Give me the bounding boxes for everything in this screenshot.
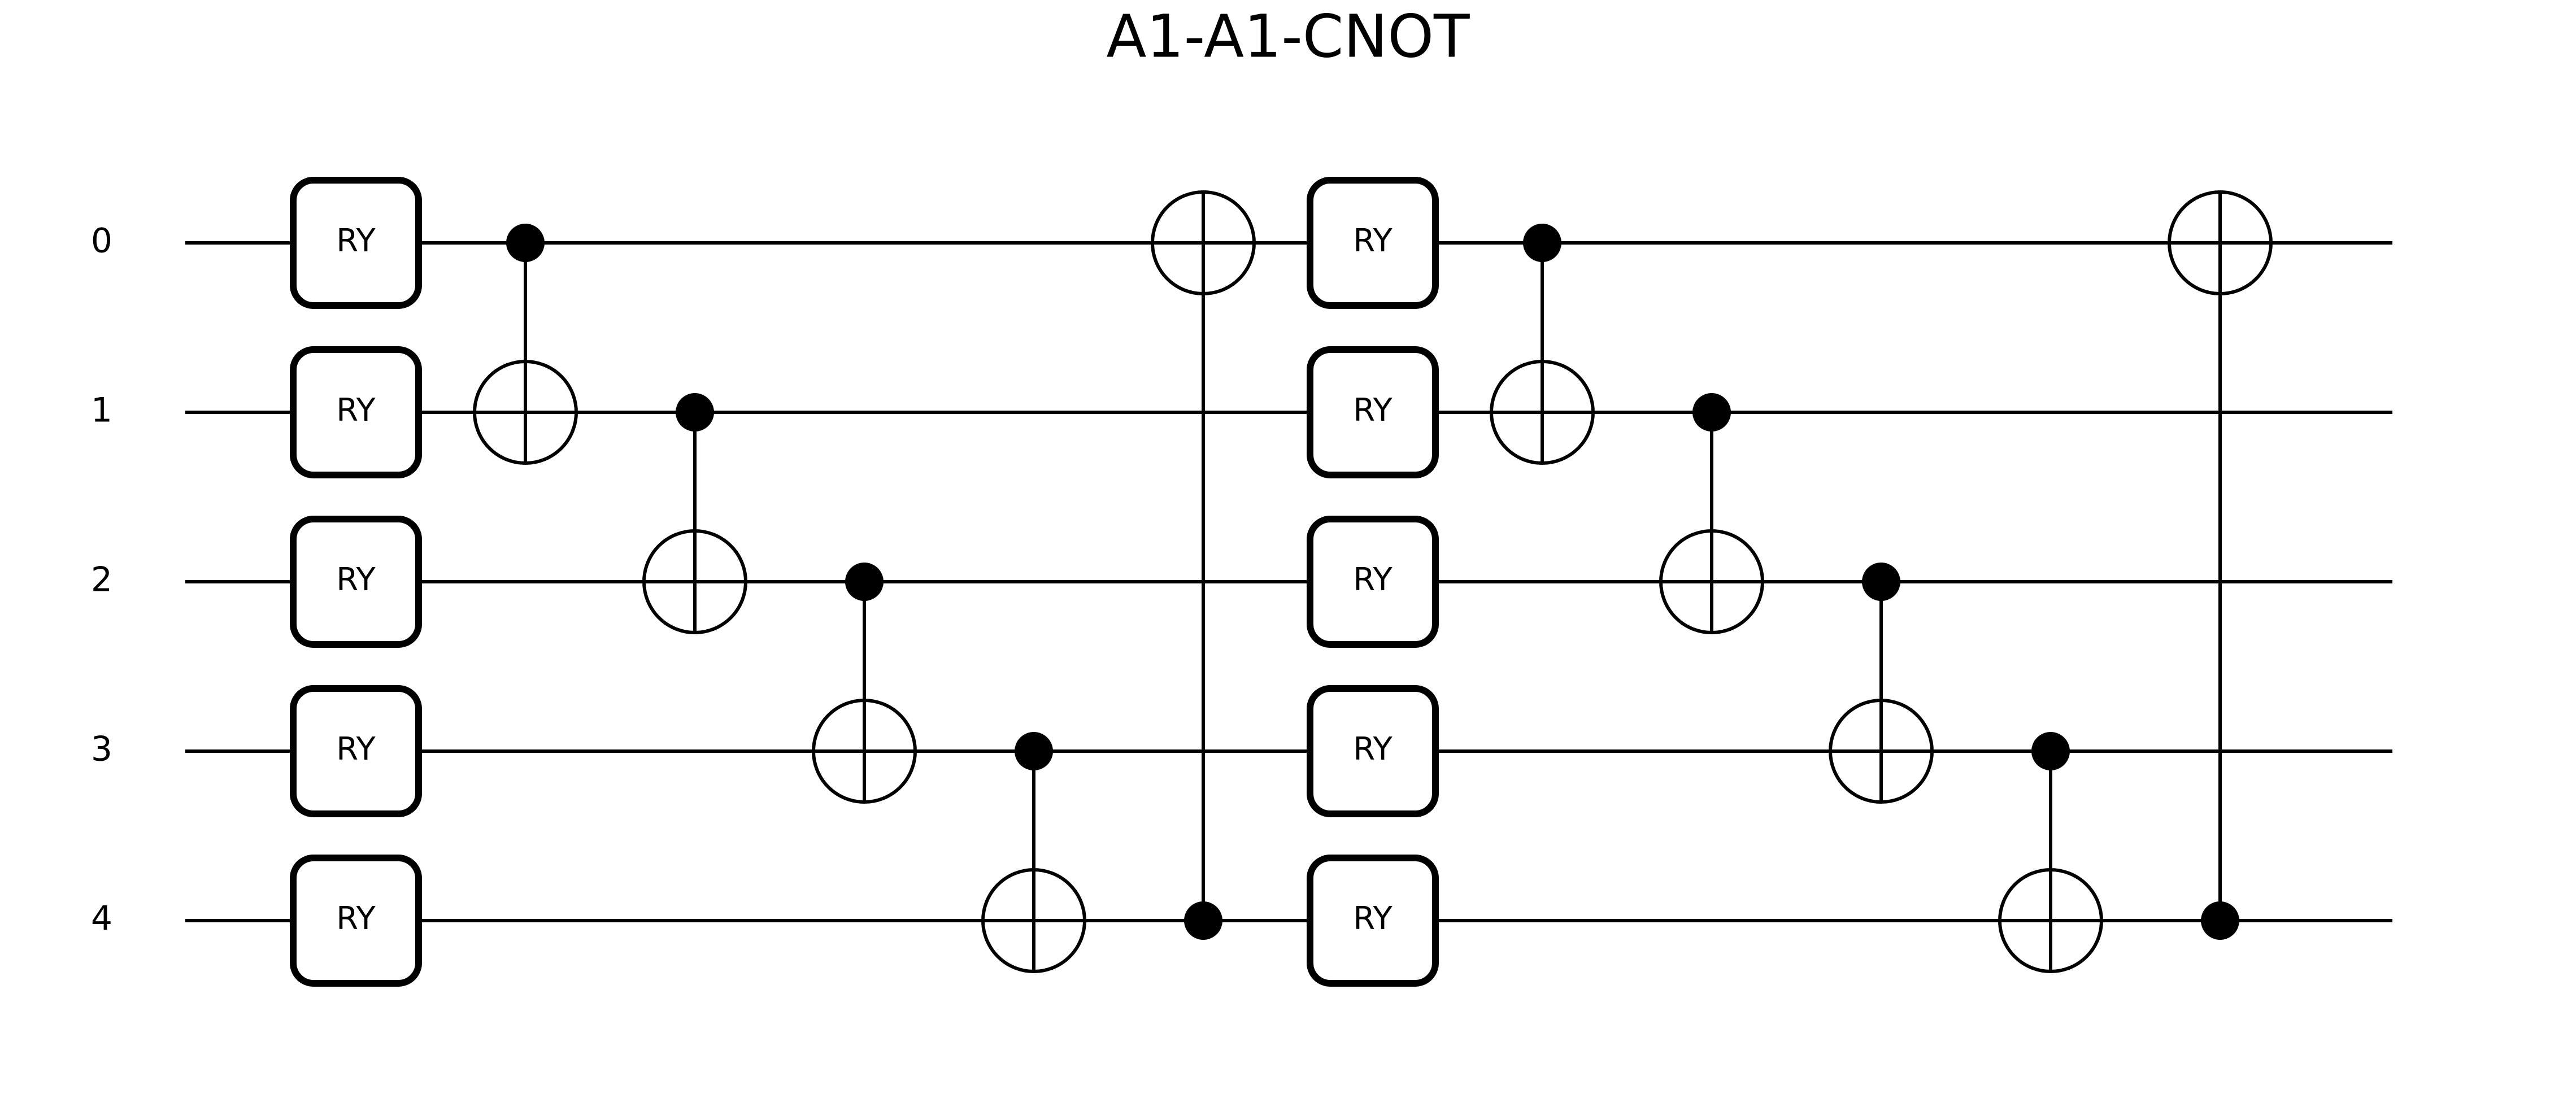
cnot-gate — [1490, 224, 1595, 465]
ry-gate: RY — [1307, 855, 1439, 987]
ry-gate-label: RY — [336, 731, 376, 768]
ry-gate-box — [1307, 346, 1439, 478]
control-dot — [845, 563, 884, 601]
ry-gate-label: RY — [336, 900, 376, 937]
cnot-gate — [473, 224, 578, 465]
wire-layer: 0 1 2 3 4 — [91, 221, 2392, 939]
ry-gate-box — [290, 346, 422, 478]
ry-gate-label: RY — [1353, 731, 1393, 768]
ry-gate-label: RY — [1353, 223, 1393, 259]
ry-gate: RY — [290, 177, 422, 309]
ry-gate: RY — [1307, 346, 1439, 478]
wire-label-1: 1 — [91, 391, 112, 430]
ry-gate-label: RY — [336, 392, 376, 429]
cnot-gate — [1829, 563, 1934, 804]
cnot-gate — [2168, 190, 2273, 940]
control-dot — [2031, 732, 2070, 770]
ry-gate: RY — [1307, 685, 1439, 817]
cnot-gate — [642, 393, 747, 634]
control-dot — [1862, 563, 1900, 601]
ry-gate-box — [290, 516, 422, 648]
ry-gate-box — [290, 855, 422, 987]
ry-gate: RY — [1307, 177, 1439, 309]
cnot-gate — [812, 563, 917, 804]
ry-gate-label: RY — [336, 223, 376, 259]
ry-gate: RY — [1307, 516, 1439, 648]
cnot-gate — [981, 732, 1086, 973]
wire-label-0: 0 — [91, 221, 112, 261]
ry-gate-box — [1307, 855, 1439, 987]
cnot-gate — [1998, 732, 2103, 973]
ry-gate-label: RY — [1353, 392, 1393, 429]
wire-label-3: 3 — [91, 730, 112, 769]
control-dot — [506, 224, 545, 262]
cnot-gate — [1659, 393, 1764, 634]
ry-gate: RY — [290, 346, 422, 478]
ry-gate-box — [1307, 177, 1439, 309]
ry-gate: RY — [290, 685, 422, 817]
wire-label-2: 2 — [91, 560, 112, 600]
cnot-gate — [1151, 190, 1256, 940]
control-dot — [1692, 393, 1731, 432]
ry-gate-box — [1307, 685, 1439, 817]
wire-label-4: 4 — [91, 899, 112, 939]
control-dot — [1523, 224, 1561, 262]
control-dot — [1015, 732, 1053, 770]
control-dot — [1184, 901, 1222, 940]
control-dot — [676, 393, 714, 432]
ry-gate-box — [1307, 516, 1439, 648]
diagram-title: A1-A1-CNOT — [1106, 2, 1470, 71]
ry-gate-label: RY — [1353, 561, 1393, 598]
ry-gate-box — [290, 685, 422, 817]
ry-gate-label: RY — [1353, 900, 1393, 937]
control-dot — [2201, 901, 2239, 940]
ry-gate: RY — [290, 855, 422, 987]
ry-gate: RY — [290, 516, 422, 648]
ry-gate-box — [290, 177, 422, 309]
gate-layer: RY RY RY RY RY RY RY RY RY RY — [290, 177, 2273, 987]
ry-gate-label: RY — [336, 561, 376, 598]
